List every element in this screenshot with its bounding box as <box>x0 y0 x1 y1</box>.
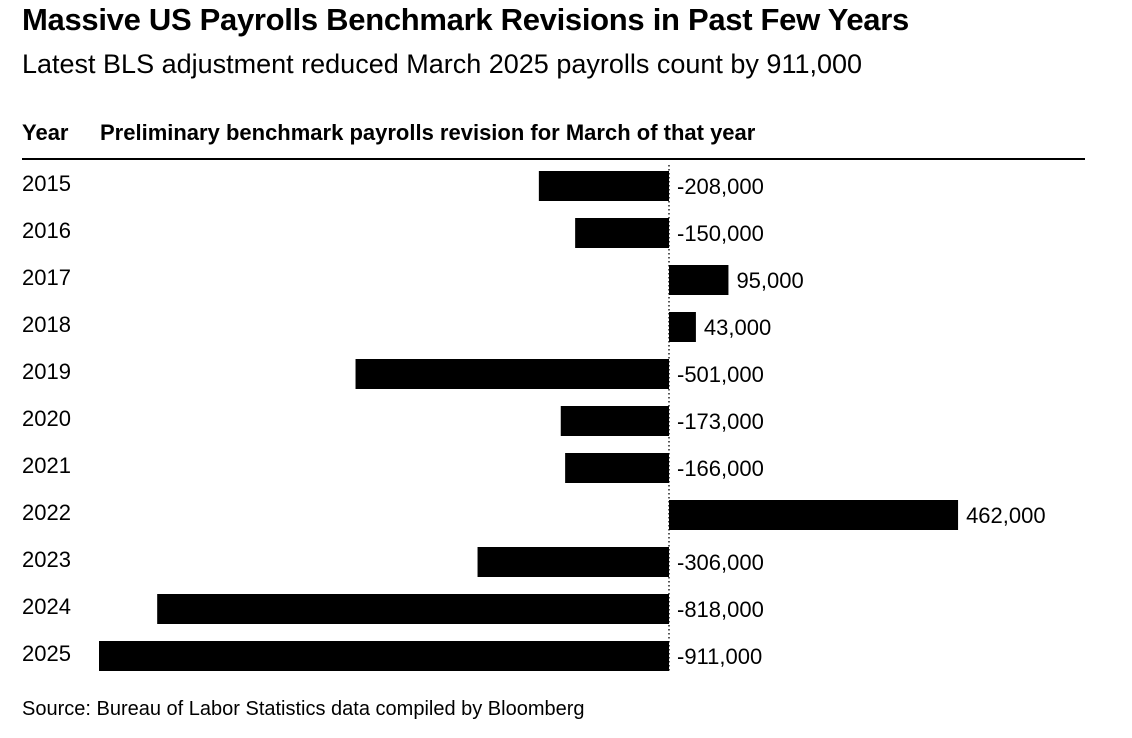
year-label: 2024 <box>22 594 71 619</box>
year-label: 2019 <box>22 359 71 384</box>
bar-2019 <box>355 359 669 389</box>
header-divider <box>22 158 1085 160</box>
value-label: -166,000 <box>677 456 764 481</box>
source-note: Source: Bureau of Labor Statistics data … <box>22 698 585 720</box>
year-label: 2020 <box>22 406 71 431</box>
value-label: -818,000 <box>677 597 764 622</box>
year-column-header: Year <box>22 120 69 145</box>
revision-column-header: Preliminary benchmark payrolls revision … <box>100 120 756 145</box>
value-label: 95,000 <box>736 268 803 293</box>
year-label: 2022 <box>22 500 71 525</box>
year-label: 2018 <box>22 312 71 337</box>
bar-2025 <box>99 641 669 671</box>
bar-2020 <box>560 406 669 436</box>
bar-2015 <box>538 171 669 201</box>
chart-subtitle: Latest BLS adjustment reduced March 2025… <box>22 49 863 79</box>
bar-2016 <box>575 218 669 248</box>
bar-2024 <box>157 594 670 624</box>
bar-2021 <box>565 453 669 483</box>
value-label: -208,000 <box>677 174 764 199</box>
value-label: -173,000 <box>677 409 764 434</box>
value-label: -150,000 <box>677 221 764 246</box>
value-label: -306,000 <box>677 550 764 575</box>
value-label: 462,000 <box>966 503 1046 528</box>
value-label: -911,000 <box>677 644 762 669</box>
bar-2023 <box>477 547 669 577</box>
bar-2022 <box>669 500 959 530</box>
year-label: 2021 <box>22 453 71 478</box>
bar-2017 <box>669 265 729 295</box>
year-label: 2017 <box>22 265 71 290</box>
year-label: 2015 <box>22 171 71 196</box>
value-label: -501,000 <box>677 362 764 387</box>
value-label: 43,000 <box>704 315 771 340</box>
chart-title: Massive US Payrolls Benchmark Revisions … <box>22 2 909 37</box>
bar-2018 <box>669 312 696 342</box>
year-label: 2025 <box>22 641 71 666</box>
year-label: 2016 <box>22 218 71 243</box>
year-label: 2023 <box>22 547 71 572</box>
